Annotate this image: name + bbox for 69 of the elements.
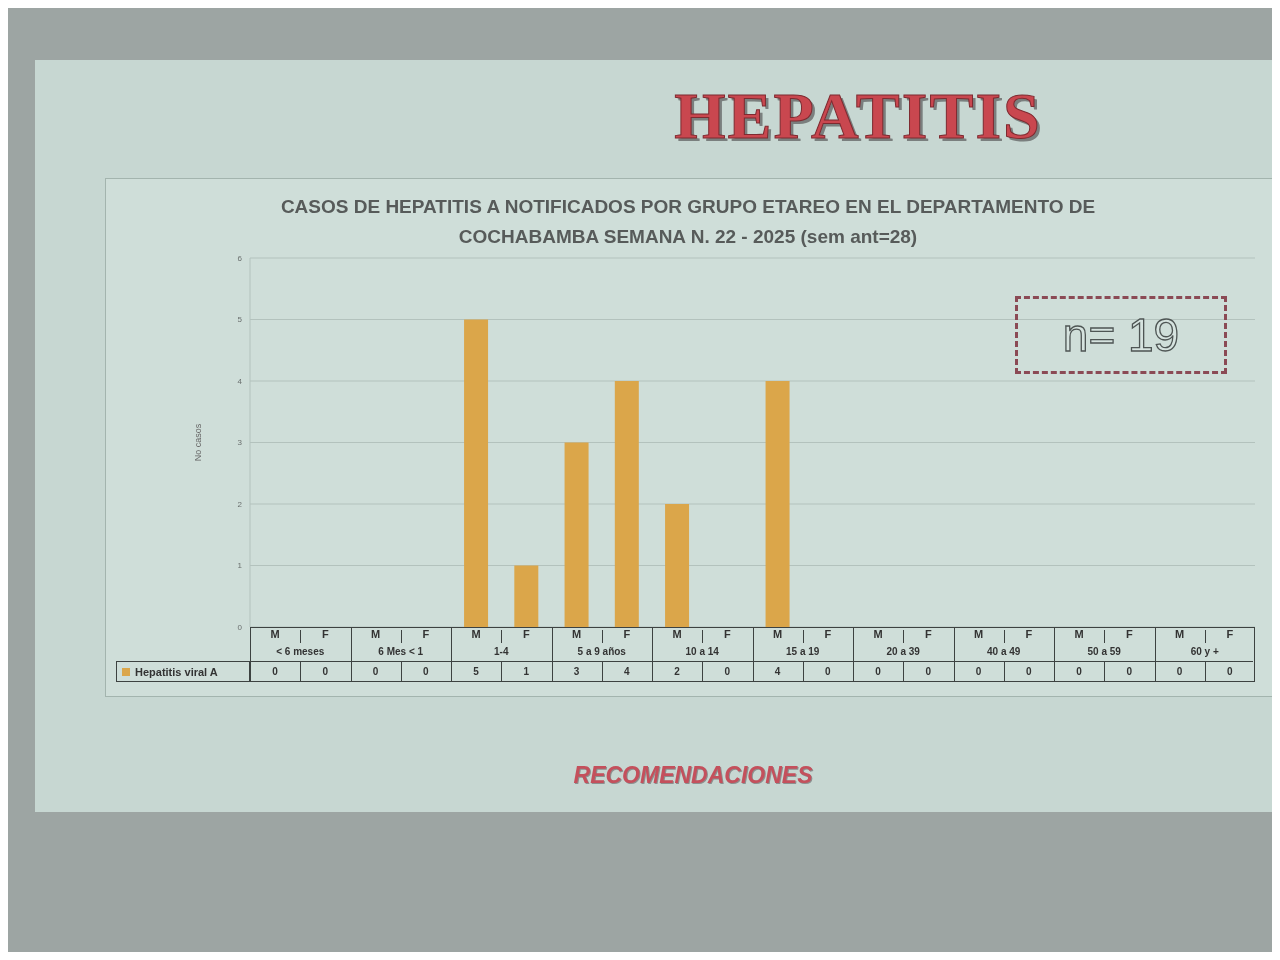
data-label: 0	[272, 666, 278, 677]
y-tick-label: 6	[237, 253, 243, 263]
y-tick-label: 5	[237, 315, 243, 325]
x-tick-label: F	[1126, 627, 1134, 640]
y-tick-label: 4	[237, 376, 243, 386]
data-label: 0	[1227, 666, 1233, 677]
y-tick-label: 0	[237, 622, 243, 632]
data-label: 1	[523, 666, 530, 677]
data-label: 0	[322, 666, 329, 677]
x-tick-label: M	[1175, 627, 1185, 640]
y-tick-label: 1	[237, 561, 243, 571]
x-tick-label: F	[523, 627, 531, 640]
data-label: 0	[724, 666, 731, 677]
x-tick-label: M	[371, 627, 381, 640]
data-label: 0	[875, 666, 881, 677]
x-tick-label: M	[672, 627, 682, 640]
data-label: 0	[925, 666, 932, 677]
data-label: 0	[1076, 666, 1082, 677]
annotation: n= 19	[1062, 308, 1180, 362]
text: 6 Mes < 1	[378, 646, 424, 657]
x-tick-label: F	[1226, 627, 1234, 640]
data-label: 0	[423, 666, 429, 677]
text: 40 a 49	[987, 646, 1021, 657]
x-tick-label: F	[724, 627, 732, 640]
bar	[464, 319, 489, 627]
y-axis-title: No casos	[192, 422, 204, 463]
x-tick-label: M	[873, 627, 883, 640]
text: < 6 meses	[276, 646, 325, 657]
text: 50 a 59	[1087, 646, 1121, 657]
data-label: 0	[825, 666, 831, 677]
data-label: 5	[473, 666, 479, 677]
bar	[614, 381, 639, 627]
bar	[665, 504, 690, 627]
x-tick-label: M	[773, 627, 783, 640]
x-tick-label: M	[1074, 627, 1084, 640]
data-label: 3	[573, 666, 580, 677]
text: RECOMENDACIONES	[573, 762, 813, 788]
chart-subtitle: CASOS DE HEPATITIS A NOTIFICADOS POR GRUPO ETAREO EN EL DEPARTAMENTO DE COCHABAMBA SEMANA N. 22 - 2025 (sem ant=28)	[279, 195, 1097, 249]
data-label: 0	[1176, 666, 1183, 677]
bar	[514, 565, 539, 627]
data-label: 4	[624, 666, 630, 677]
text: 10 a 14	[685, 646, 719, 657]
data-label: 0	[1026, 666, 1032, 677]
x-tick-label: M	[270, 627, 280, 640]
x-tick-label: F	[824, 627, 832, 640]
data-label: 0	[975, 666, 982, 677]
y-tick-label: 3	[237, 438, 243, 448]
bar	[564, 442, 589, 627]
data-label: 0	[1126, 666, 1133, 677]
text: 20 a 39	[886, 646, 920, 657]
bar	[765, 381, 790, 627]
x-tick-label: F	[422, 627, 430, 640]
text: 5 a 9 años	[577, 646, 626, 657]
x-tick-label: F	[925, 627, 933, 640]
text: 15 a 19	[786, 646, 820, 657]
x-tick-label: F	[322, 627, 330, 640]
text: 60 y +	[1190, 646, 1219, 657]
data-label: 2	[674, 666, 680, 677]
y-tick-label: 2	[237, 499, 243, 509]
data-label: 4	[774, 666, 781, 677]
x-tick-label: M	[572, 627, 582, 640]
legend-label: Hepatitis viral A	[135, 665, 218, 678]
x-tick-label: F	[623, 627, 631, 640]
x-tick-label: M	[471, 627, 481, 640]
text: 1-4	[494, 646, 509, 657]
x-tick-label: M	[974, 627, 984, 640]
chart-title: HEPATITIS	[674, 79, 1042, 152]
x-tick-label: F	[1025, 627, 1033, 640]
data-label: 0	[372, 666, 379, 677]
